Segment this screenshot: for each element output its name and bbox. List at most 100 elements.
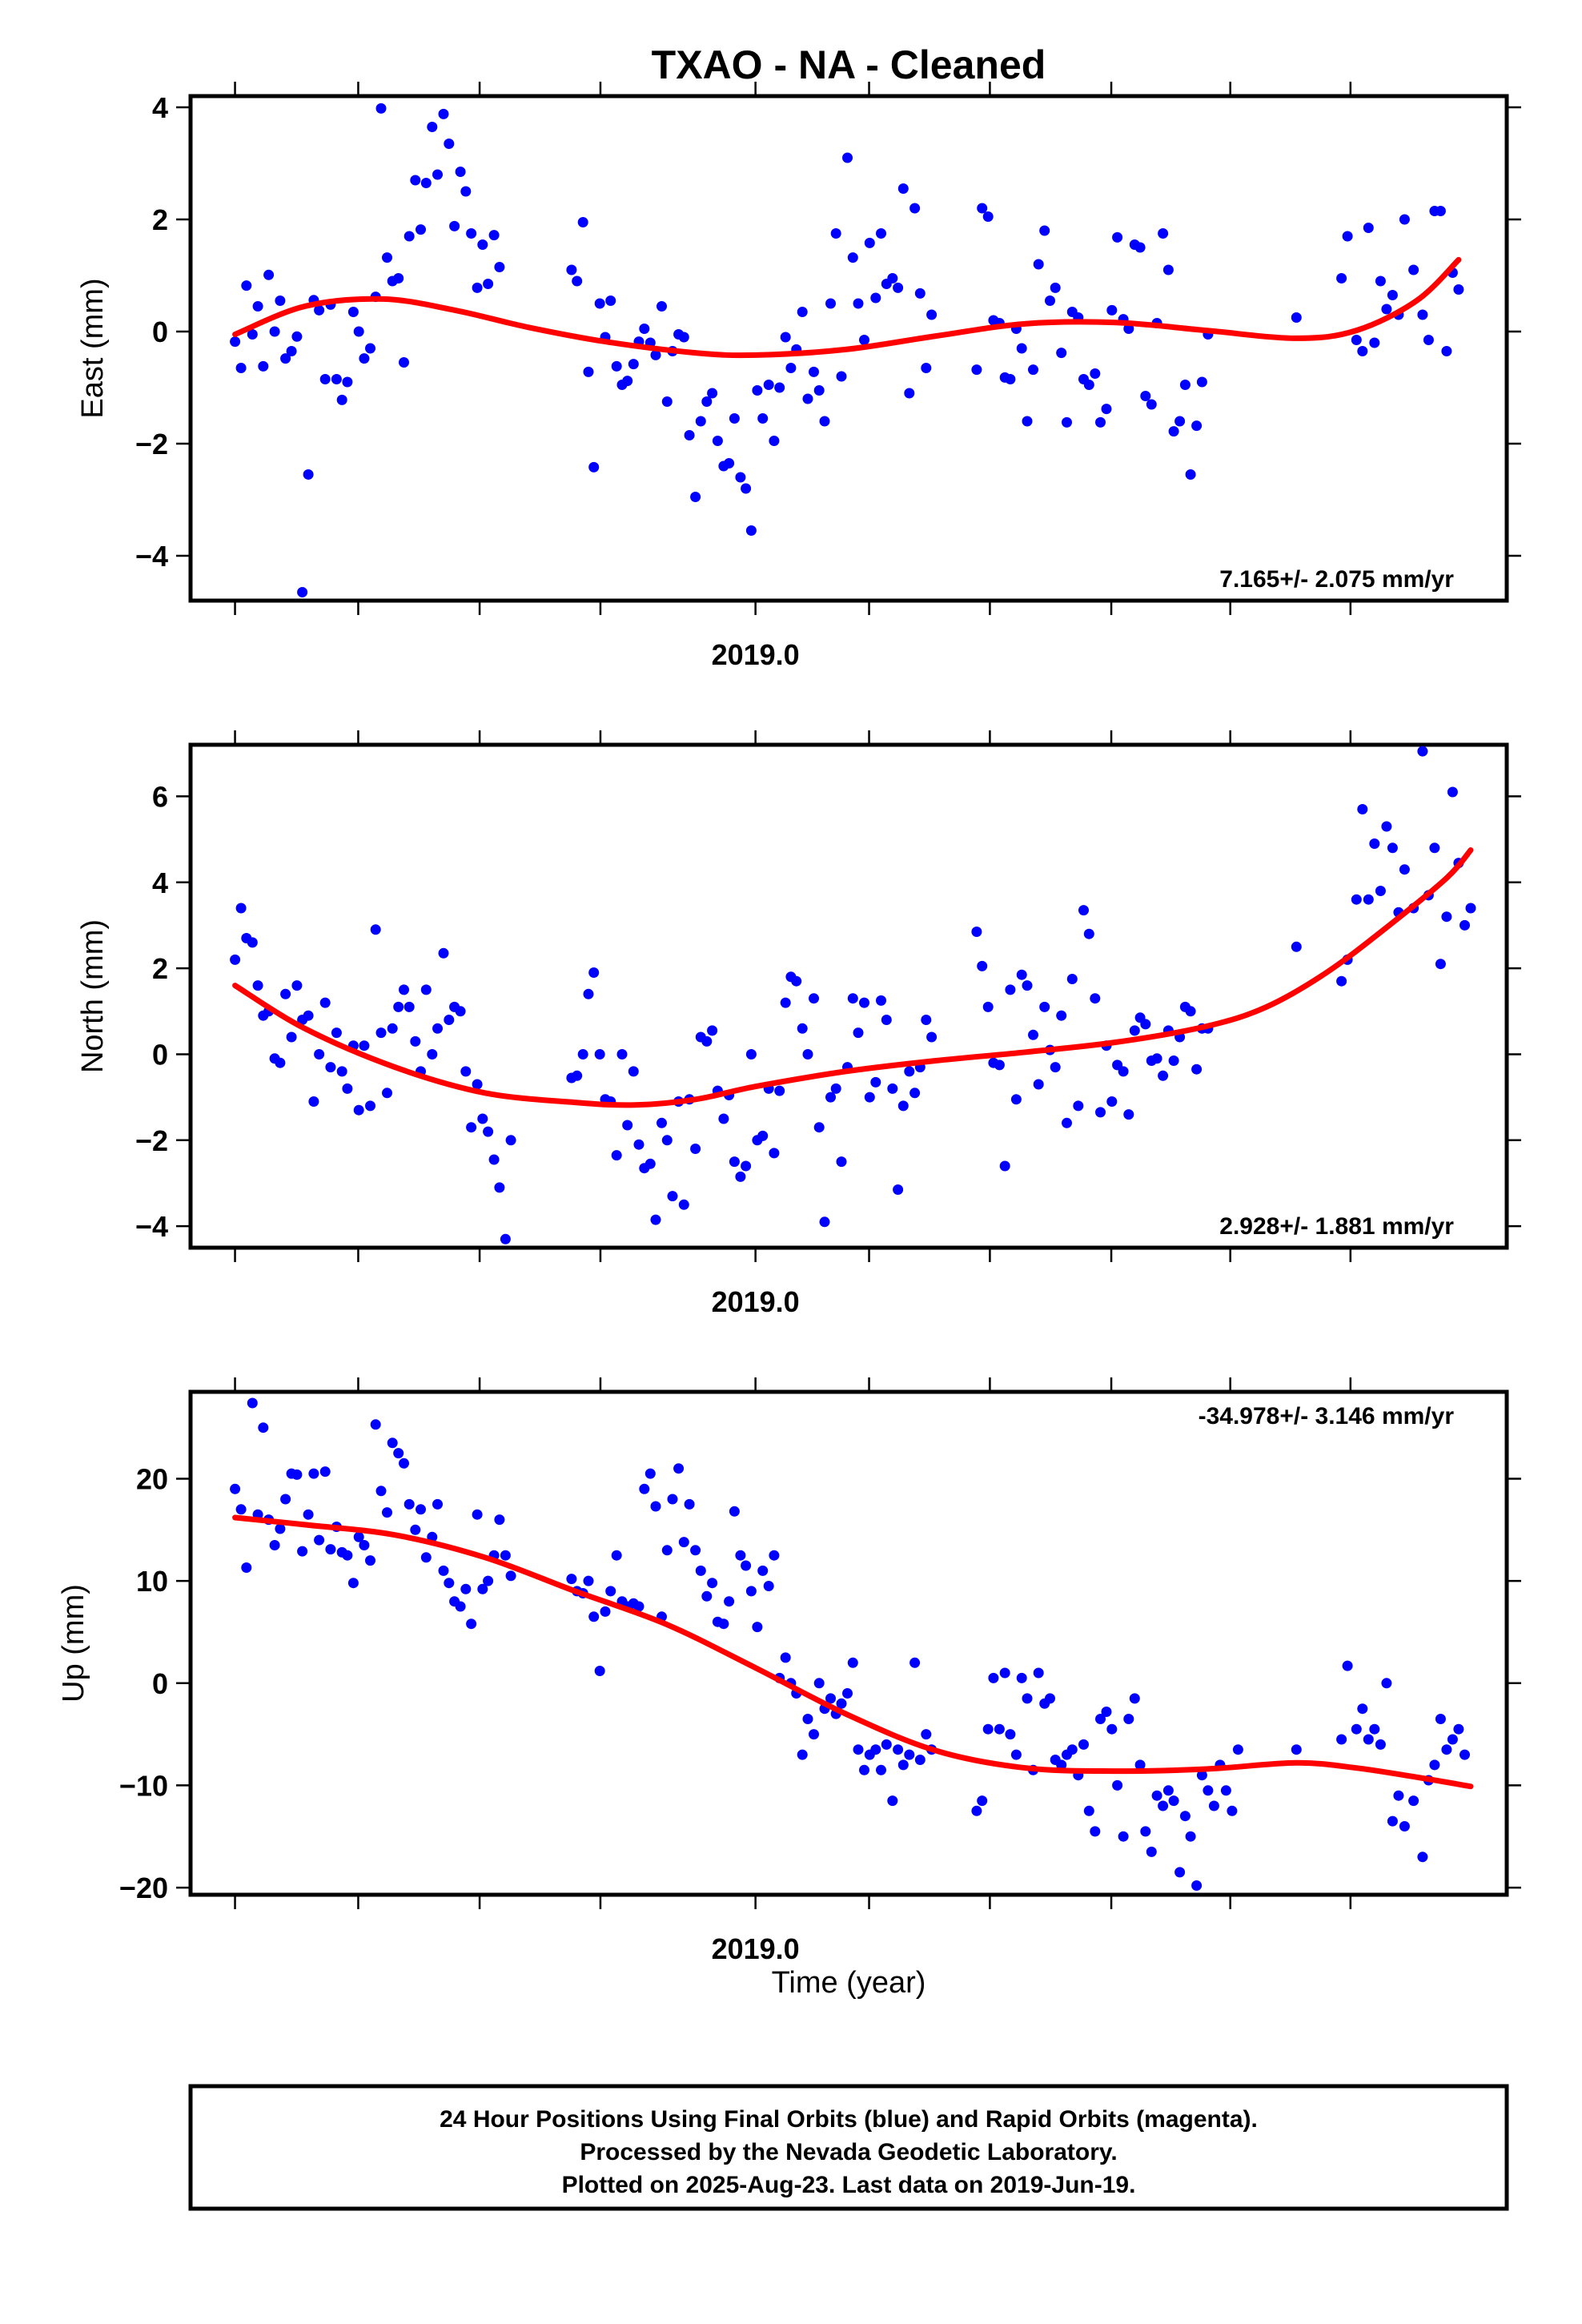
data-point (455, 167, 466, 177)
data-point (455, 1006, 466, 1017)
data-point (488, 230, 500, 241)
y-tick-label: 4 (152, 91, 168, 124)
data-point (690, 492, 701, 502)
data-point (1140, 1826, 1151, 1837)
data-point (1112, 231, 1123, 243)
data-point (971, 1805, 982, 1816)
data-point (780, 1652, 791, 1663)
data-point (611, 360, 622, 372)
data-point (718, 1113, 729, 1124)
data-point (881, 1015, 892, 1025)
data-point (757, 1130, 769, 1141)
data-point (718, 1618, 729, 1630)
data-point (769, 1148, 780, 1159)
data-point (477, 1113, 488, 1124)
data-point (729, 413, 740, 424)
data-point (235, 363, 247, 373)
data-point (926, 309, 938, 320)
data-point (347, 307, 359, 317)
data-point (707, 1025, 718, 1036)
data-point (566, 264, 577, 275)
trend-fit-line (232, 1514, 1474, 1790)
data-point (1357, 1703, 1368, 1715)
data-point (830, 228, 841, 239)
data-point (639, 324, 650, 334)
data-point (1179, 380, 1191, 390)
data-point (399, 357, 409, 368)
data-point (639, 1483, 650, 1494)
data-point (258, 1422, 269, 1433)
data-point (583, 988, 594, 999)
footer-line-1: 24 Hour Positions Using Final Orbits (bl… (440, 2106, 1258, 2133)
data-point (1363, 894, 1374, 905)
data-point (370, 924, 381, 935)
data-point (269, 1540, 280, 1550)
data-point (331, 1027, 342, 1039)
data-point (673, 1463, 685, 1474)
data-point (466, 228, 477, 239)
data-point (1050, 282, 1061, 293)
data-point (1010, 1749, 1022, 1760)
data-point (1369, 1723, 1380, 1735)
data-point (1291, 1744, 1302, 1755)
data-point (291, 1469, 303, 1480)
data-point (1179, 1811, 1191, 1822)
y-tick-label: 0 (152, 1038, 168, 1071)
data-point (1447, 786, 1458, 798)
y-tick-label: −4 (135, 1210, 168, 1243)
data-point (1146, 1846, 1157, 1857)
data-point (802, 393, 813, 404)
data-point (1151, 1053, 1162, 1064)
data-point (432, 1023, 443, 1034)
data-point (314, 304, 325, 316)
data-point (314, 1049, 325, 1059)
figure-title: TXAO - NA - Cleaned (652, 42, 1046, 87)
data-point (1203, 1785, 1214, 1796)
data-point (444, 1015, 455, 1025)
data-point (752, 385, 763, 396)
data-point (774, 382, 785, 393)
data-point (921, 1729, 932, 1740)
data-point (735, 1550, 746, 1561)
data-point (1140, 1019, 1151, 1030)
data-point (1381, 1678, 1392, 1689)
data-point (1375, 1739, 1386, 1750)
data-point (286, 1031, 297, 1043)
data-point (1073, 1100, 1084, 1112)
data-point (628, 1066, 639, 1077)
plot-area (230, 746, 1476, 1244)
data-point (455, 1601, 466, 1612)
data-point (600, 1606, 611, 1617)
data-point (230, 336, 241, 348)
data-point (729, 1506, 740, 1517)
data-point (472, 1509, 483, 1520)
data-point (1429, 1759, 1440, 1771)
data-point (230, 954, 241, 965)
data-point (904, 1066, 915, 1077)
data-point (230, 1483, 241, 1494)
data-point (1191, 1063, 1203, 1075)
data-point (809, 1729, 819, 1740)
data-point (893, 282, 904, 293)
data-point (870, 292, 881, 304)
data-point (605, 1586, 616, 1597)
data-point (583, 366, 594, 377)
data-point (999, 1667, 1010, 1679)
data-point (359, 1040, 370, 1051)
data-point (1417, 746, 1428, 757)
data-point (971, 927, 982, 937)
data-point (757, 413, 769, 424)
data-point (876, 1764, 886, 1775)
data-point (1351, 335, 1362, 345)
data-point (325, 1544, 336, 1555)
data-point (802, 1714, 813, 1724)
data-point (472, 1079, 483, 1090)
data-point (1022, 1693, 1033, 1704)
data-point (1134, 1759, 1146, 1771)
data-point (420, 178, 432, 188)
data-point (1101, 1707, 1112, 1717)
y-tick-label: 20 (136, 1462, 168, 1495)
data-point (809, 366, 819, 377)
data-point (404, 1001, 415, 1012)
data-point (977, 960, 988, 971)
